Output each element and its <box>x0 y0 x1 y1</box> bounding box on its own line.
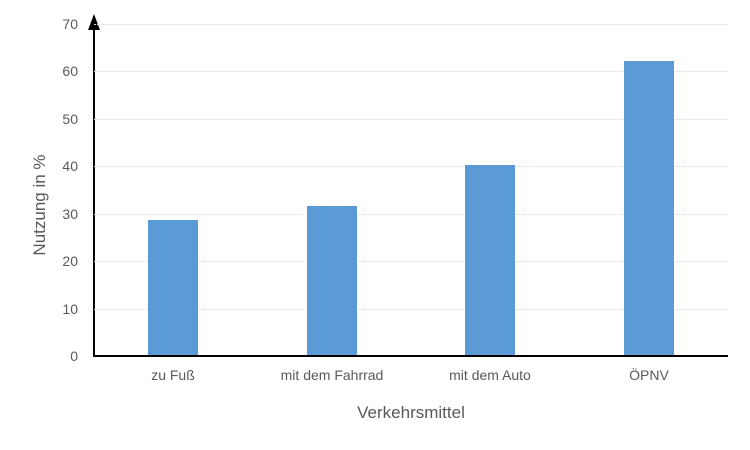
x-category-label-2: mit dem Auto <box>449 367 531 383</box>
y-tick-label-20: 20 <box>62 253 78 270</box>
x-category-label-0: zu Fuß <box>151 367 195 383</box>
gridline-60 <box>94 71 728 73</box>
y-tick-label-10: 10 <box>62 300 78 317</box>
y-tick-label-50: 50 <box>62 110 78 127</box>
y-axis-arrow-icon <box>88 14 100 30</box>
y-tick-label-70: 70 <box>62 16 78 32</box>
x-axis-title: Verkehrsmittel <box>357 403 465 422</box>
gridline-50 <box>94 118 728 120</box>
y-tick-label-30: 30 <box>62 205 78 222</box>
y-tick-label-0: 0 <box>70 348 78 364</box>
gridline-10 <box>94 308 728 310</box>
x-category-label-1: mit dem Fahrrad <box>280 367 384 383</box>
x-category-label-3: ÖPNV <box>629 367 669 383</box>
x-axis-line <box>93 355 728 357</box>
gridline-20 <box>94 261 728 263</box>
y-axis-line <box>93 16 95 357</box>
gridline-30 <box>94 213 728 215</box>
gridline-70 <box>94 24 728 25</box>
bar-1 <box>307 206 357 355</box>
bar-0 <box>148 220 198 355</box>
y-tick-label-40: 40 <box>62 158 78 175</box>
gridline-40 <box>94 166 728 168</box>
bar-3 <box>624 61 674 355</box>
y-tick-label-60: 60 <box>62 63 78 80</box>
bar-2 <box>465 165 515 355</box>
